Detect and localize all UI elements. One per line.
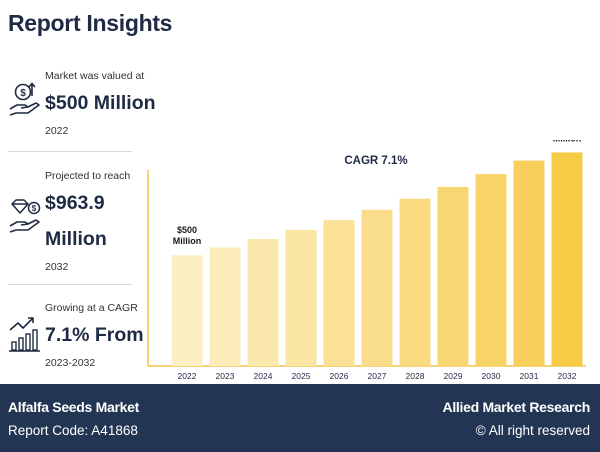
bar-2023 <box>209 247 241 366</box>
x-tick-label: 2022 <box>178 371 197 381</box>
diamond-hand-icon: $ <box>9 199 41 233</box>
divider <box>8 151 132 152</box>
bar-2025 <box>285 229 317 366</box>
data-label: Million <box>173 236 202 246</box>
stat-sub: 2023-2032 <box>45 357 96 369</box>
stat-value: 7.1% From <box>45 324 144 346</box>
growth-chart-icon <box>9 317 40 352</box>
stat-value-line2: Million <box>45 228 107 250</box>
stat-label: Market was valued at <box>45 70 145 82</box>
x-tick-label: 2023 <box>216 371 235 381</box>
bar-2027 <box>361 209 393 366</box>
x-tick-label: 2025 <box>292 371 311 381</box>
bar-chart: CAGR 7.1% 2022 2023 2024 2025 2026 2027 2028 202… <box>146 140 594 382</box>
bar-2028 <box>399 198 431 366</box>
money-hand-icon: $ <box>9 82 40 116</box>
data-label: Million <box>553 140 582 143</box>
brand-name: Allied Market Research <box>442 399 591 415</box>
bar-2024 <box>247 239 279 366</box>
divider <box>8 284 132 285</box>
x-tick-label: 2032 <box>558 371 577 381</box>
data-label: $500 <box>177 225 197 235</box>
bar-2029 <box>437 186 469 366</box>
x-tick-label: 2027 <box>368 371 387 381</box>
bar-2030 <box>475 174 507 366</box>
bar-2032 <box>551 152 583 366</box>
bar-2031 <box>513 160 545 366</box>
svg-text:$: $ <box>20 88 26 99</box>
stat-sub: 2022 <box>45 125 69 137</box>
chart-title: CAGR 7.1% <box>344 155 407 167</box>
svg-text:$: $ <box>32 204 37 213</box>
bar-2026 <box>323 220 355 366</box>
x-tick-label: 2029 <box>444 371 463 381</box>
report-code: Report Code: A41868 <box>8 423 138 438</box>
copyright-text: © All right reserved <box>475 423 590 438</box>
stat-label: Projected to reach <box>45 170 131 182</box>
bar-2022 <box>171 255 203 366</box>
report-name: Alfalfa Seeds Market <box>8 399 139 415</box>
chart-svg: CAGR 7.1% 2022 2023 2024 2025 2026 2027 2028 202… <box>147 140 586 381</box>
footer: Alfalfa Seeds Market Report Code: A41868… <box>0 384 600 452</box>
x-tick-label: 2028 <box>406 371 425 381</box>
page-title: Report Insights <box>8 10 173 36</box>
stat-sub: 2032 <box>45 261 69 273</box>
x-tick-label: 2030 <box>482 371 501 381</box>
x-tick-label: 2026 <box>330 371 349 381</box>
stat-value-line1: $963.9 <box>45 192 105 214</box>
stat-value: $500 Million <box>45 92 156 114</box>
x-tick-label: 2031 <box>520 371 539 381</box>
x-tick-label: 2024 <box>254 371 273 381</box>
stat-label: Growing at a CAGR <box>45 302 138 314</box>
